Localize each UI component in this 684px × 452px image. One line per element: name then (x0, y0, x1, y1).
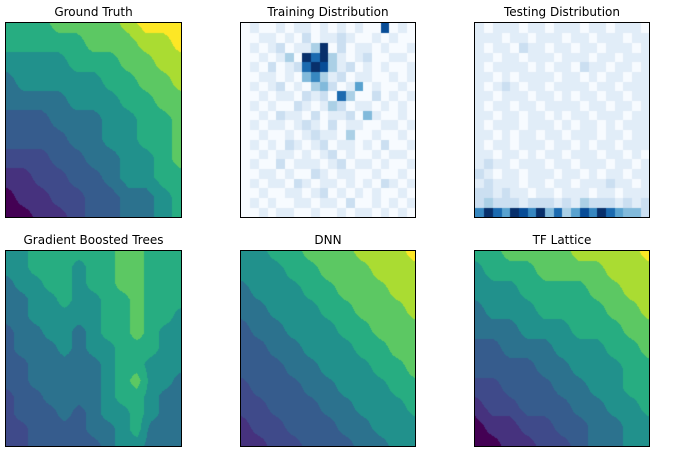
panel-title-dnn: DNN (314, 233, 342, 247)
panel-title-training-distribution: Training Distribution (267, 5, 389, 19)
testing-distribution-plot (475, 23, 649, 217)
panel-ground-truth: Ground Truth (5, 5, 182, 218)
panel-testing-distribution: Testing Distribution (474, 5, 650, 218)
gradient-boosted-trees-plot (6, 251, 181, 446)
tf-lattice-plot (475, 251, 649, 446)
panel-title-testing-distribution: Testing Distribution (503, 5, 620, 19)
panel-title-tf-lattice: TF Lattice (532, 233, 592, 247)
panel-gradient-boosted-trees: Gradient Boosted Trees (5, 233, 182, 447)
panel-title-gradient-boosted-trees: Gradient Boosted Trees (23, 233, 164, 247)
panel-title-ground-truth: Ground Truth (54, 5, 133, 19)
panel-tf-lattice: TF Lattice (474, 233, 650, 447)
training-distribution-plot (241, 23, 415, 217)
panel-training-distribution: Training Distribution (240, 5, 416, 218)
dnn-plot (241, 251, 415, 446)
ground-truth-plot (6, 23, 181, 217)
panel-dnn: DNN (240, 233, 416, 447)
